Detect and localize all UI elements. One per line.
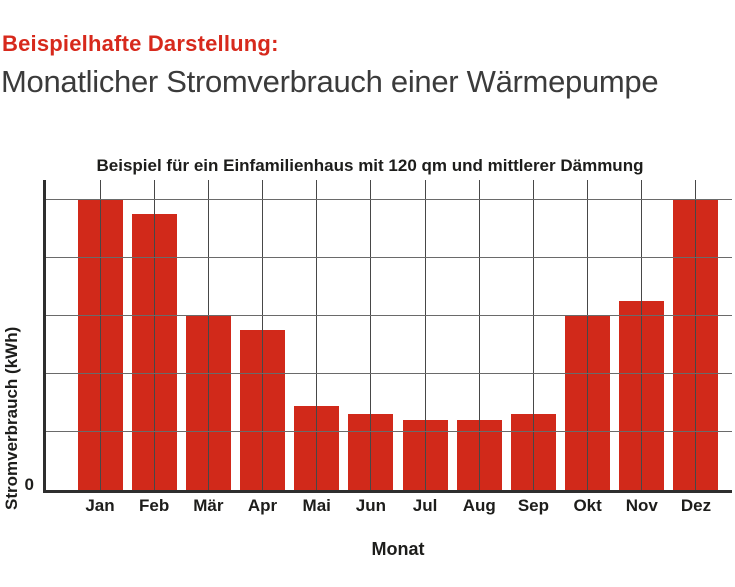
x-tick-okt: Okt xyxy=(573,496,602,515)
x-tick-nov: Nov xyxy=(625,496,658,515)
y-axis-title: Stromverbrauch (kWh) xyxy=(2,326,21,510)
page-title: Monatlicher Stromverbrauch einer Wärmepu… xyxy=(1,64,659,99)
x-tick-apr: Apr xyxy=(247,496,278,515)
x-tick-aug: Aug xyxy=(462,496,496,515)
x-tick-mär: Mär xyxy=(193,496,224,515)
x-axis-title: Monat xyxy=(371,539,425,559)
eyebrow-heading: Beispielhafte Darstellung: xyxy=(2,31,279,56)
x-tick-feb: Feb xyxy=(139,496,170,515)
chart-title: Beispiel für ein Einfamilienhaus mit 120… xyxy=(96,156,644,175)
vertical-gridline xyxy=(370,180,372,490)
plot-area xyxy=(43,180,732,493)
y-axis-tick-zero: 0 xyxy=(24,475,34,494)
x-tick-jan: Jan xyxy=(85,496,115,515)
x-tick-jun: Jun xyxy=(355,496,386,515)
vertical-gridline xyxy=(316,180,318,490)
vertical-gridline xyxy=(695,180,697,490)
vertical-gridline xyxy=(262,180,264,490)
horizontal-gridline xyxy=(46,431,732,433)
horizontal-gridline xyxy=(46,256,732,258)
x-tick-dez: Dez xyxy=(680,496,712,515)
vertical-gridline xyxy=(424,180,426,490)
horizontal-gridline xyxy=(46,373,732,375)
vertical-gridline xyxy=(532,180,534,490)
vertical-gridline xyxy=(478,180,480,490)
x-tick-sep: Sep xyxy=(517,496,550,515)
vertical-gridline xyxy=(587,180,589,490)
vertical-gridline xyxy=(207,180,209,490)
x-axis-line xyxy=(43,490,732,493)
vertical-gridline xyxy=(641,180,643,490)
horizontal-gridline xyxy=(46,314,732,316)
x-tick-mai: Mai xyxy=(302,496,331,515)
vertical-gridline xyxy=(153,180,155,490)
x-tick-jul: Jul xyxy=(412,496,438,515)
horizontal-gridline xyxy=(46,198,732,200)
vertical-gridline xyxy=(99,180,101,490)
y-axis-line xyxy=(43,180,46,493)
